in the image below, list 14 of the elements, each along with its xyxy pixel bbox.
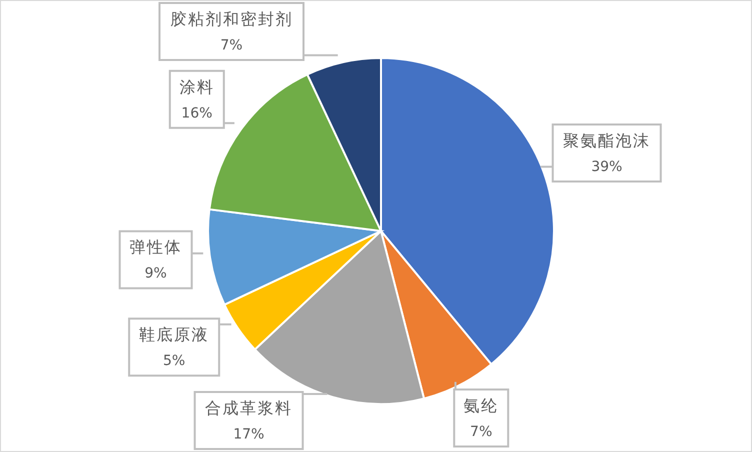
slice-label: 聚氨酯泡沫	[563, 131, 650, 150]
slice-label: 鞋底原液	[139, 325, 210, 344]
data-label: 9%	[144, 266, 167, 282]
slice-label: 胶粘剂和密封剂	[170, 10, 293, 28]
slice-label: 弹性体	[129, 238, 182, 257]
data-label: 39%	[591, 159, 622, 175]
data-label: 17%	[233, 426, 264, 442]
slice-label: 氨纶	[464, 396, 499, 416]
data-label: 5%	[163, 353, 186, 370]
data-label: 7%	[220, 38, 243, 54]
slice-label: 涂料	[179, 77, 214, 96]
slice-label: 合成革浆料	[205, 398, 293, 418]
data-label: 16%	[181, 105, 212, 122]
data-label: 7%	[470, 424, 492, 440]
